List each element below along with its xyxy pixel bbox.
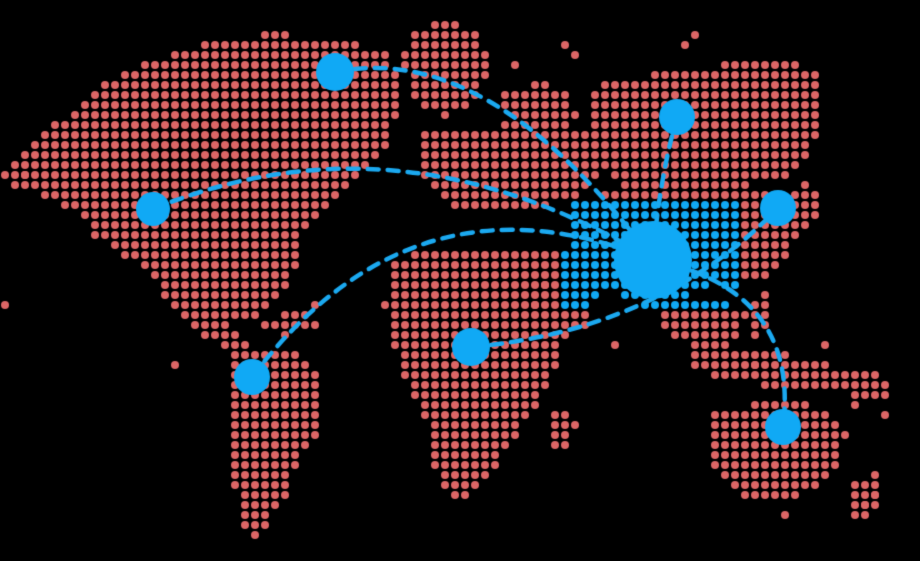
marker-canada[interactable] <box>316 53 354 91</box>
marker-africa[interactable] <box>452 328 490 366</box>
marker-australia[interactable] <box>765 409 801 445</box>
marker-south-america[interactable] <box>234 359 270 395</box>
marker-north-america-west[interactable] <box>136 192 170 226</box>
marker-russia[interactable] <box>659 99 695 135</box>
marker-east-asia[interactable] <box>760 190 796 226</box>
highlight-region-south-asia[interactable] <box>565 200 740 310</box>
